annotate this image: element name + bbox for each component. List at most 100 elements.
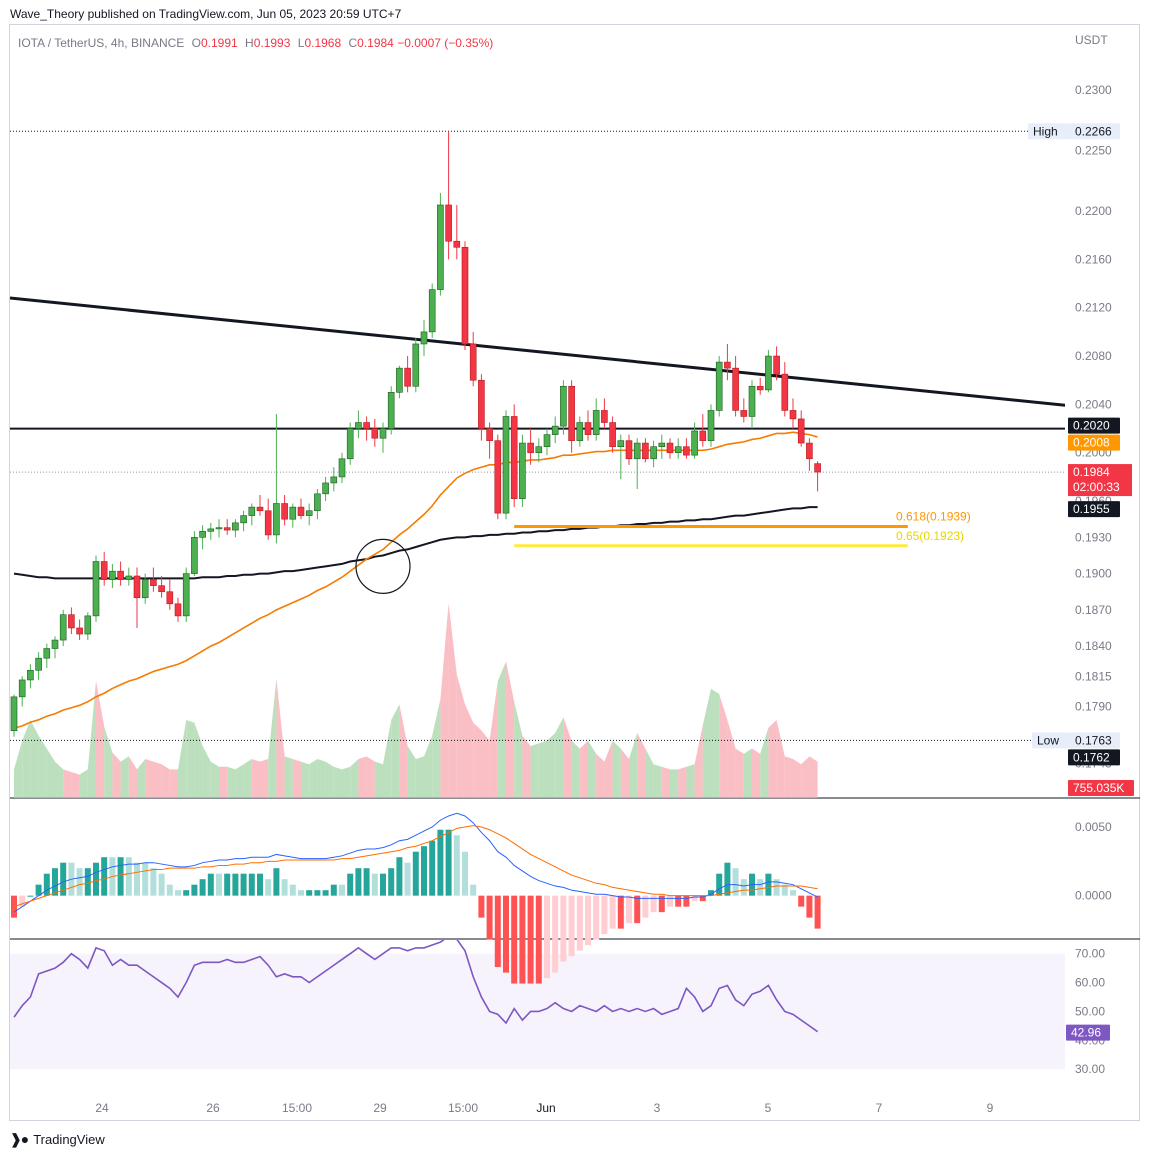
macd-histogram-bar [339,884,345,896]
macd-histogram-bar [658,895,665,913]
macd-histogram-bar [207,873,214,896]
macd-histogram-bar [511,895,518,984]
candle-body [109,570,116,580]
volume-segment [342,766,351,798]
x-tick-label: 29 [373,1101,387,1115]
volume-segment [350,759,359,798]
price-tick-label: 0.1815 [1075,669,1112,683]
volume-segment [456,674,465,798]
low-key: L [297,36,305,50]
descending-trendline[interactable] [10,296,1080,407]
price-tick-label: 0.1840 [1075,639,1112,653]
ema50-price-tag: 0.2008 [1073,436,1110,450]
volume-segment [38,735,47,798]
last-price-tag-bg [1068,464,1132,497]
volume-segment [30,720,39,798]
macd-histogram-bar [601,895,608,935]
candle-body [371,428,379,439]
candle-body [68,614,75,629]
candle-body [289,506,297,520]
candle-body [715,361,723,411]
high-tag: High [1033,124,1058,138]
macd-histogram-bar [76,868,83,896]
candle-body [568,385,575,441]
ohlc-legend: IOTA / TetherUS, 4h, BINANCE O0.1991 H0.… [18,36,493,50]
candle-body [76,627,83,635]
y-unit-label: USDT [1075,33,1108,47]
macd-histogram-bar [429,840,436,896]
macd-histogram-bar [183,890,190,896]
volume-segment [637,733,646,798]
volume-segment [588,740,597,798]
volume-segment [776,720,785,798]
open-value: 0.1991 [200,36,238,50]
macd-histogram-bar [626,895,632,924]
volume-segment [243,759,252,798]
candle-body [666,442,674,454]
macd-histogram-bar [388,868,395,896]
macd-histogram-bar [93,862,99,896]
macd-histogram-bar [232,873,239,896]
volume-segment [46,748,55,798]
candle-body [256,506,264,512]
price-tick-label: 0.2200 [1075,204,1112,218]
volume-segment [743,748,752,798]
macd-histogram-bar [560,895,567,962]
macd-histogram-bar [781,884,788,896]
price-tick-label: 0.2040 [1075,397,1112,411]
ema50-price-tag-bg [1068,434,1120,451]
macd-histogram-bar [634,895,641,924]
macd-histogram-bar [142,862,149,896]
price-tick-label: 0.2250 [1075,144,1112,158]
macd-histogram-bar [462,851,468,896]
candle-body [683,446,690,456]
volume-segment [169,769,178,798]
x-tick-label: 3 [654,1101,661,1115]
macd-histogram-bar [35,884,42,896]
candle-body [281,503,288,520]
low-value-tag-bg [1070,732,1120,749]
volume-segment [415,756,424,798]
volume-segment [325,761,334,798]
candle-body [338,458,346,478]
volume-segment [506,661,515,798]
candle-body [510,416,518,499]
candle-body [100,561,108,580]
footer-brand[interactable]: ❱● TradingView [10,1131,105,1148]
volume-segment [752,748,761,798]
volume-segment [14,740,23,798]
circle-marker[interactable] [355,538,411,594]
candle-body [740,410,748,417]
macd-histogram-bar [486,895,493,940]
x-tick-label: 5 [765,1101,772,1115]
candle-body [355,422,362,429]
candle-body [502,416,510,514]
volume-segment [596,753,605,798]
price-tick-label: 0.1870 [1075,603,1112,617]
candle-body [174,603,182,617]
volume-segment [784,756,793,798]
x-tick-label: 24 [95,1101,109,1115]
x-tick-label: 7 [876,1101,883,1115]
candle-body [84,615,92,635]
candle-body [576,422,584,441]
macd-histogram-bar [166,884,173,896]
high-value-tag-bg [1070,123,1120,140]
volume-segment [719,694,728,798]
volume-segment [555,717,564,798]
publisher-line: Wave_Theory published on TradingView.com… [10,7,402,21]
macd-histogram-bar [576,895,583,951]
macd-histogram-bar [27,895,34,897]
macd-histogram-bar [609,895,616,929]
candle-body [35,657,42,671]
price-tick-label: 0.1790 [1075,700,1112,714]
macd-histogram-bar [699,895,706,902]
macd-histogram-bar [535,895,542,984]
volume-segment [292,759,301,798]
macd-histogram-bar [773,879,780,896]
volume-segment [768,720,777,798]
candle-body [461,246,469,345]
x-tick-label: 9 [987,1101,994,1115]
candle-body [133,575,141,599]
